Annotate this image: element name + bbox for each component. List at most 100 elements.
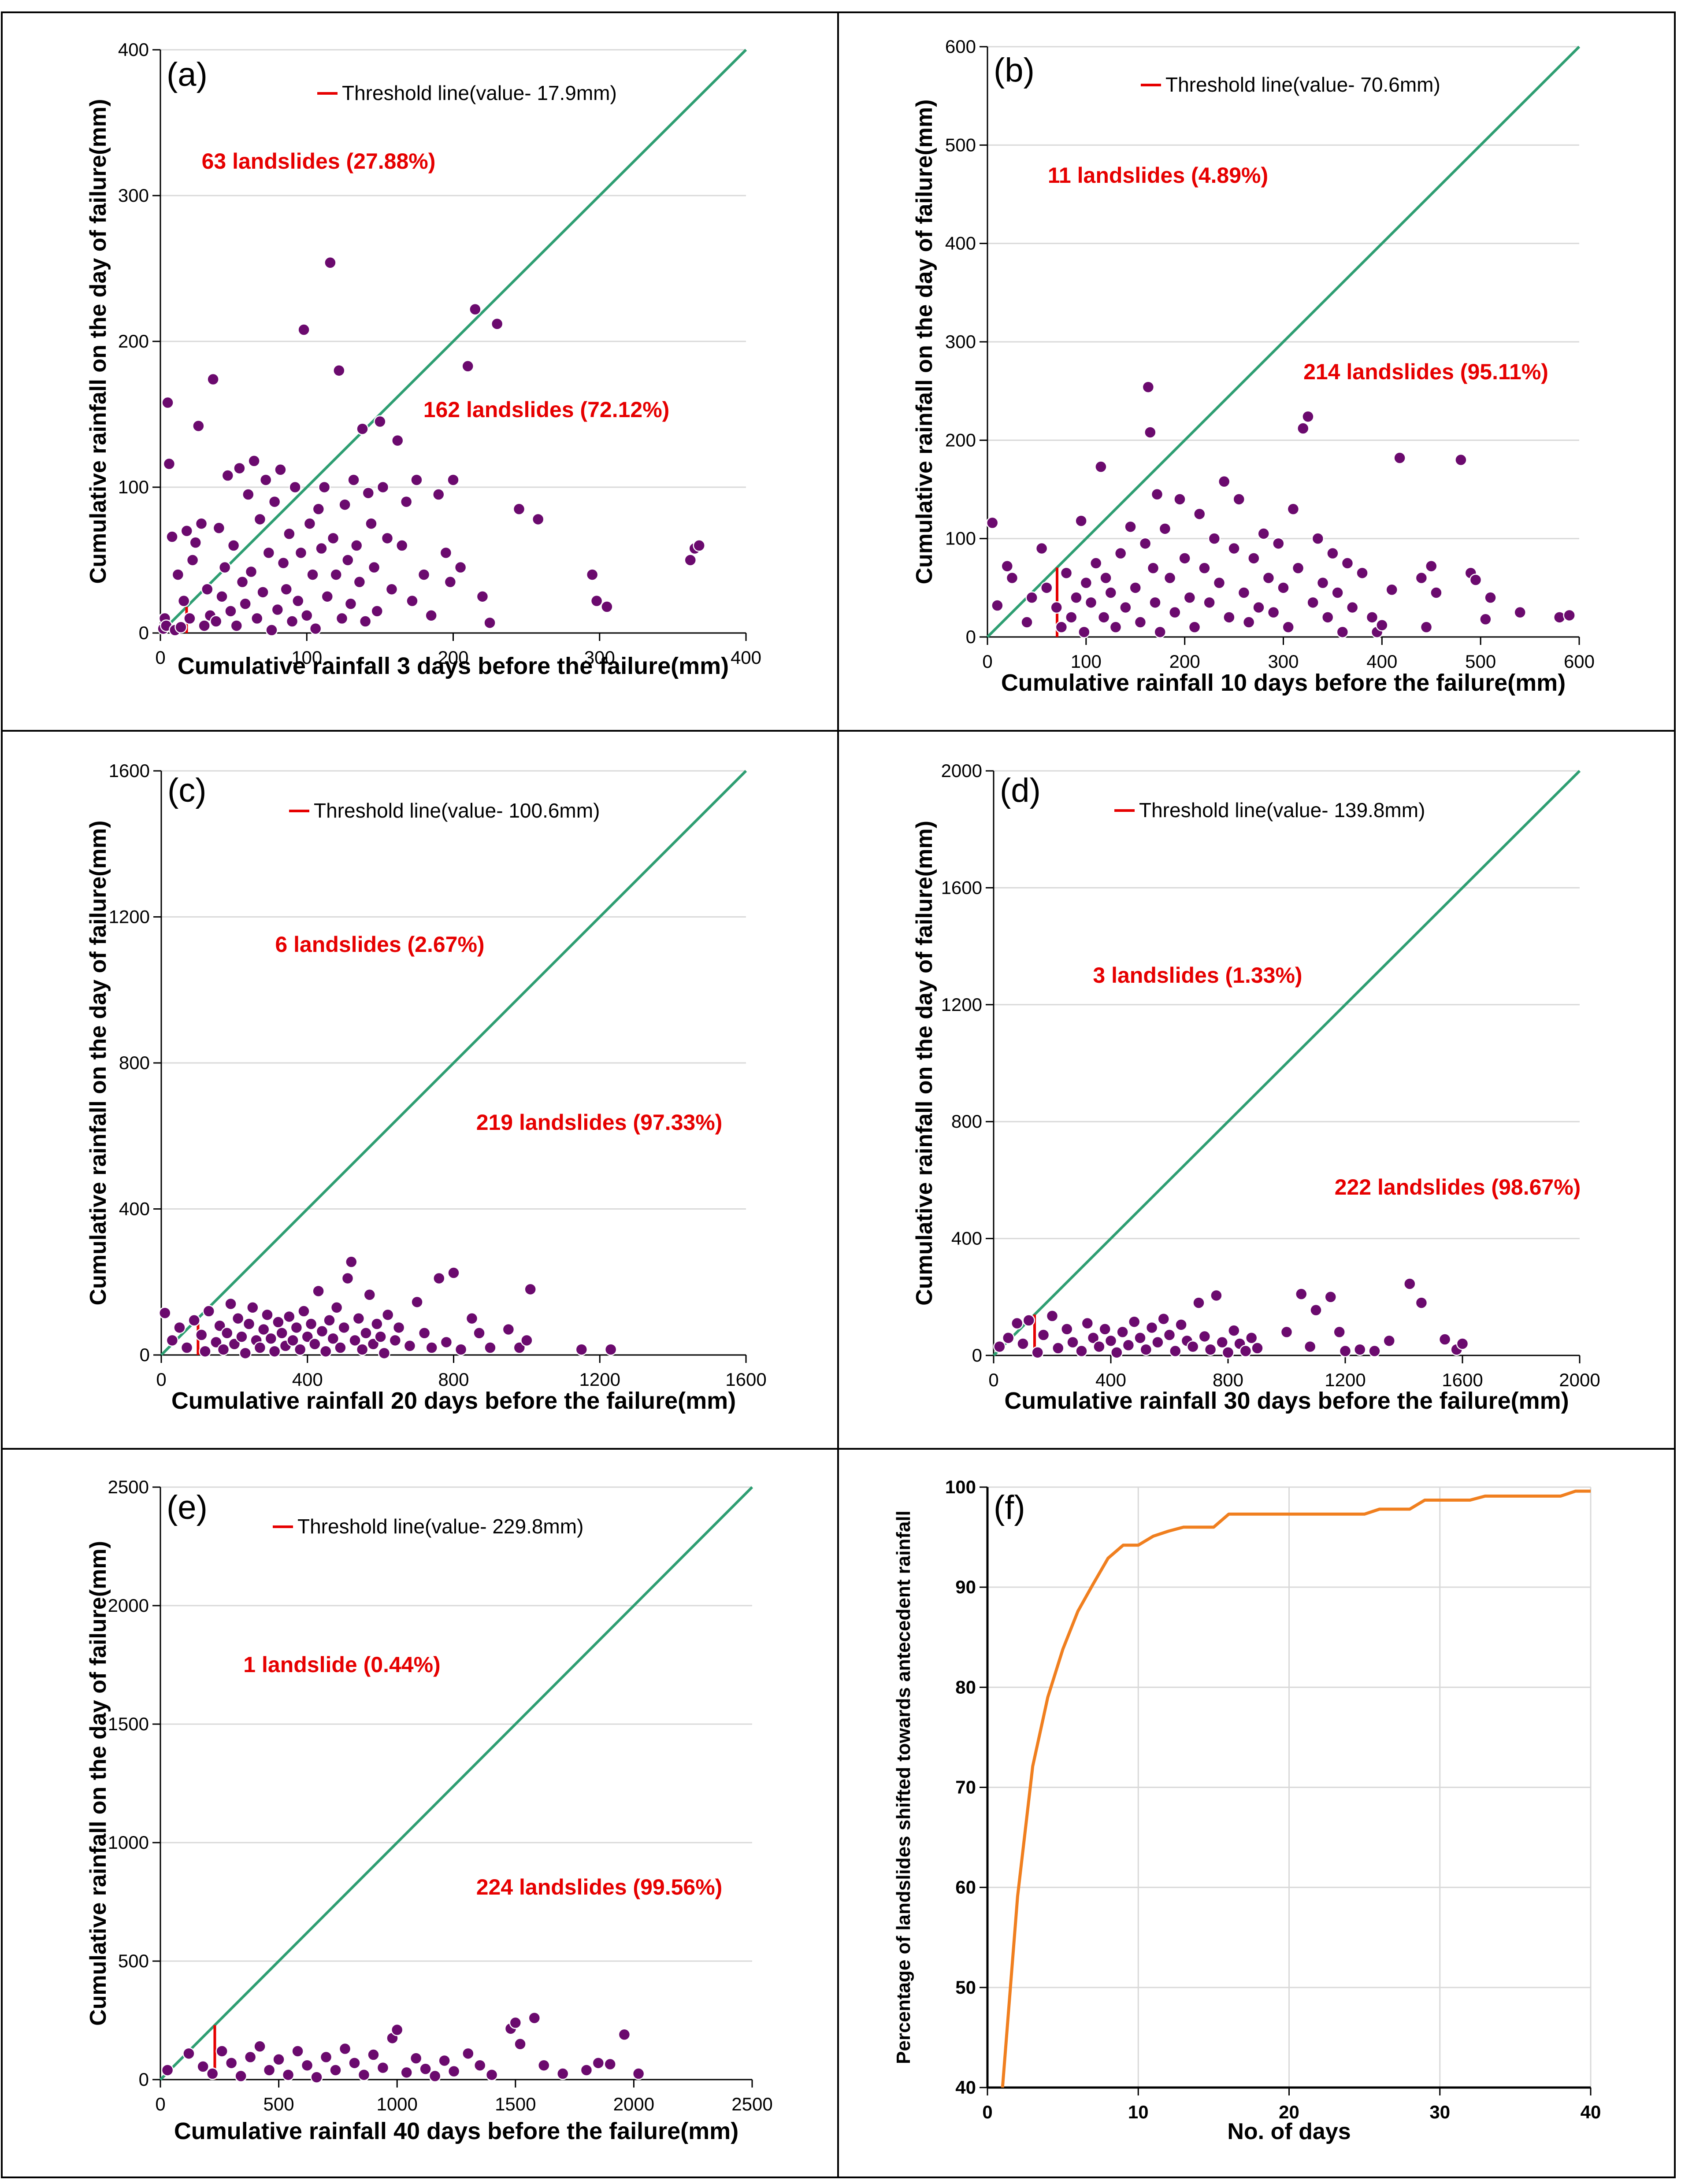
y-axis-title: Cumulative rainfall on the day of failur…	[912, 100, 937, 585]
data-point	[1232, 493, 1246, 506]
x-tick-label: 500	[263, 2094, 294, 2114]
data-point	[371, 605, 383, 618]
x-tick-label: 20	[1279, 2102, 1299, 2122]
data-point	[338, 498, 351, 511]
data-point	[1188, 621, 1201, 633]
data-point	[367, 1337, 380, 1351]
data-point	[1075, 1344, 1088, 1358]
data-point	[462, 2047, 475, 2060]
data-point	[1031, 1346, 1044, 1359]
data-point	[312, 503, 325, 515]
data-point	[390, 2023, 404, 2036]
data-point	[1425, 559, 1438, 573]
data-point	[239, 1347, 252, 1360]
data-point	[236, 575, 249, 589]
x-tick-label: 800	[438, 1369, 469, 1390]
data-point	[1251, 1342, 1264, 1355]
data-point	[389, 1334, 402, 1347]
data-point	[1333, 1325, 1346, 1339]
x-tick-label: 2500	[731, 2094, 772, 2114]
data-point	[1302, 410, 1314, 423]
x-tick-label: 1200	[1325, 1370, 1366, 1390]
data-point	[440, 1336, 453, 1349]
panel-f: 0 10 20 30 40 40 50 60 70 80 90 100 No. of days Perce…	[893, 1477, 1601, 2144]
data-point	[248, 455, 260, 467]
data-point	[385, 583, 398, 596]
data-point	[228, 1337, 241, 1351]
data-point	[403, 1340, 416, 1352]
data-point	[174, 621, 187, 634]
data-point	[447, 474, 460, 486]
data-point	[1339, 1344, 1352, 1358]
data-point	[198, 619, 211, 632]
x-tick-label: 400	[292, 1369, 323, 1390]
data-point	[520, 1334, 533, 1347]
data-point	[391, 434, 404, 447]
data-point	[392, 1321, 405, 1334]
data-point	[180, 1341, 193, 1354]
data-point	[1050, 601, 1063, 614]
data-point	[432, 488, 445, 501]
x-tick-label: 1500	[495, 2094, 536, 2114]
annotation-below-line: 224 landslides (99.56%)	[476, 1875, 723, 1899]
data-point	[192, 419, 205, 433]
y-tick-label: 300	[118, 185, 149, 206]
data-point	[225, 2057, 238, 2069]
data-point	[1104, 1334, 1117, 1347]
x-tick-label: 400	[731, 647, 761, 668]
y-tick-label: 60	[955, 1877, 976, 1898]
data-point	[490, 318, 504, 330]
data-point	[1157, 1312, 1170, 1325]
data-point	[1336, 626, 1349, 639]
x-tick-label: 0	[982, 2102, 992, 2122]
data-point	[538, 2059, 550, 2072]
data-point	[242, 1318, 256, 1330]
data-point	[1287, 503, 1300, 515]
data-point	[1198, 1330, 1211, 1343]
data-point	[272, 1316, 285, 1329]
x-axis-title: Cumulative rainfall 10 days before the f…	[1001, 670, 1566, 696]
data-point	[1282, 621, 1295, 633]
data-point	[1239, 1344, 1252, 1358]
data-point	[1277, 581, 1290, 594]
data-point	[1247, 552, 1260, 565]
data-point	[183, 612, 196, 625]
data-point	[513, 1341, 526, 1354]
data-point	[199, 1345, 212, 1358]
data-point	[333, 364, 345, 377]
data-point	[425, 1341, 438, 1354]
data-point	[1134, 616, 1147, 629]
data-point	[1341, 557, 1354, 570]
y-tick-label: 1000	[108, 1832, 149, 1853]
x-tick-label: 0	[982, 651, 992, 672]
data-point	[1252, 601, 1265, 614]
data-point	[1376, 618, 1388, 632]
data-point	[245, 565, 258, 578]
data-point	[1203, 596, 1216, 609]
data-point	[485, 2068, 498, 2081]
annotation-below-line: 162 landslides (72.12%)	[423, 397, 670, 422]
x-tick-label: 2000	[1559, 1370, 1600, 1390]
data-point	[335, 612, 349, 625]
data-point	[447, 2065, 460, 2078]
y-tick-label: 200	[945, 429, 976, 450]
data-point	[166, 1334, 179, 1347]
data-point	[235, 1330, 248, 1343]
data-point	[177, 594, 190, 607]
data-point	[362, 486, 375, 500]
y-tick-label: 100	[118, 477, 149, 497]
data-point	[1295, 1288, 1308, 1300]
data-point	[418, 1327, 431, 1340]
data-point	[329, 2064, 342, 2077]
legend-label: Threshold line(value- 70.6mm)	[1165, 73, 1440, 96]
data-point	[352, 1312, 365, 1325]
annotation-above-line: 6 landslides (2.67%)	[275, 932, 484, 957]
data-point	[268, 495, 281, 508]
data-point	[1099, 571, 1112, 585]
x-tick-label: 1600	[725, 1369, 766, 1390]
data-point	[1149, 596, 1161, 609]
data-point	[274, 463, 287, 476]
data-point	[294, 546, 308, 559]
data-point	[280, 583, 293, 596]
